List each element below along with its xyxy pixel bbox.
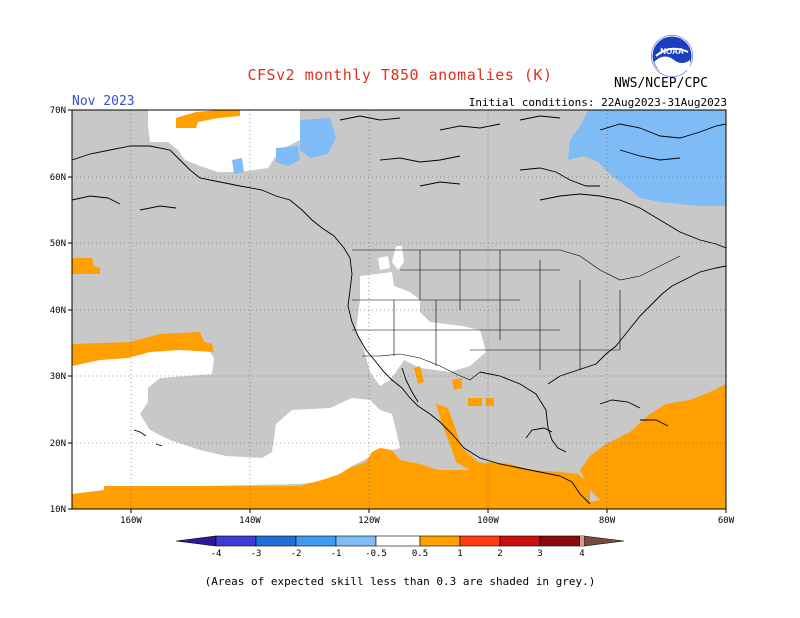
lon-label-60w: 60W [718,516,735,526]
colorbar-label-minus0p5: -0.5 [365,549,387,559]
svg-text:NOAA: NOAA [660,47,684,56]
colorbar-swatch-gt-4 [583,535,625,547]
colorbar-swatch-minus2 [295,535,337,547]
colorbar-label-0p5: 0.5 [412,549,428,559]
colorbar-label-1: 1 [457,549,462,559]
colorbar-swatch-3 [539,535,581,547]
lat-label-30n: 30N [50,372,66,382]
map-title: CFSv2 monthly T850 anomalies (K) [247,66,553,84]
colorbar [175,535,625,547]
lon-label-120w: 120W [358,516,380,526]
lat-label-60n: 60N [50,173,66,183]
lon-label-80w: 80W [599,516,616,526]
colorbar-label-minus1: -1 [331,549,342,559]
noaa-logo-icon: NOAA [651,35,693,77]
lat-ticks [68,109,727,513]
coastlines [72,115,726,505]
colorbar-swatch-neutral [375,535,421,547]
colorbar-swatch-minus4 [215,535,257,547]
lat-label-50n: 50N [50,239,66,249]
colorbar-swatch-minus3 [255,535,297,547]
agency-label: NWS/NCEP/CPC [614,76,708,91]
political-boundaries [352,249,681,381]
colorbar-label-minus2: -2 [291,549,302,559]
lat-label-40n: 40N [50,306,66,316]
initial-conditions: Initial conditions: 22Aug2023-31Aug2023 [468,96,727,109]
colorbar-label-minus3: -3 [251,549,262,559]
colorbar-swatch-minus1 [335,535,377,547]
lat-label-10n: 10N [50,505,66,515]
lat-label-70n: 70N [50,106,66,116]
lon-label-100w: 100W [477,516,499,526]
colorbar-swatch-lt-minus4 [175,535,217,547]
colorbar-label-4: 4 [579,549,584,559]
colorbar-swatch-0p5 [419,535,461,547]
lon-label-160w: 160W [120,516,142,526]
colorbar-swatch-1 [459,535,501,547]
graticule [72,110,726,509]
colorbar-label-2: 2 [497,549,502,559]
colorbar-swatch-2 [499,535,541,547]
lon-label-140w: 140W [239,516,261,526]
colorbar-label-3: 3 [537,549,542,559]
warm-anomaly-areas [72,110,726,509]
lat-label-20n: 20N [50,439,66,449]
cool-anomaly-areas [232,110,726,206]
colorbar-label-minus4: -4 [211,549,222,559]
forecast-month: Nov 2023 [72,94,135,109]
neutral-anomaly-areas [72,110,486,494]
skill-footnote: (Areas of expected skill less than 0.3 a… [204,575,596,588]
